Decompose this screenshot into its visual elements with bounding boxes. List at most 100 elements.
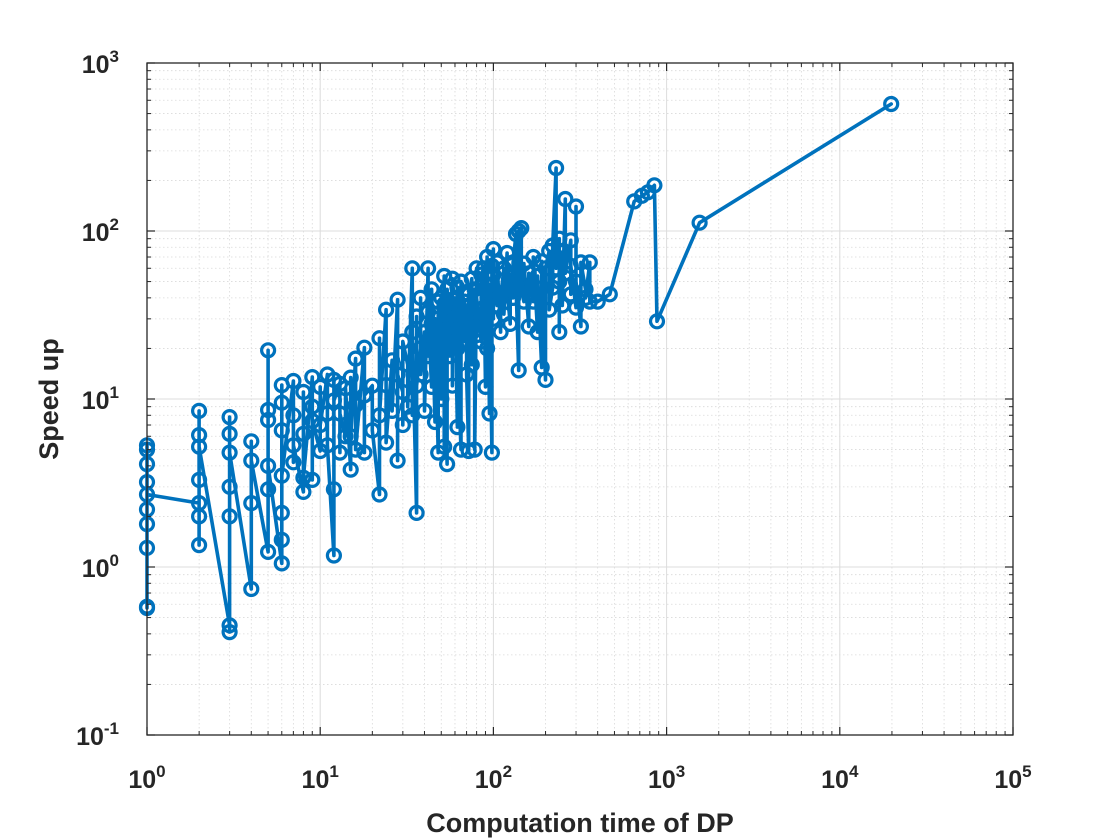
data-point-marker <box>243 433 260 450</box>
data-point-marker <box>444 299 461 316</box>
y-axis-label: Speed up <box>34 338 64 460</box>
data-point-marker <box>551 324 568 341</box>
data-point-marker <box>295 383 312 401</box>
x-tick-label: 101 <box>302 762 339 794</box>
data-point-marker <box>273 422 290 439</box>
data-point-marker <box>567 198 585 215</box>
data-point-marker <box>384 352 401 369</box>
data-point-marker <box>572 254 590 271</box>
data-point-marker <box>364 422 381 439</box>
data-point-marker <box>378 377 395 394</box>
data-point-marker <box>295 425 312 442</box>
data-point-marker <box>456 333 473 350</box>
data-point-marker <box>389 366 406 383</box>
data-point-marker <box>883 95 900 113</box>
data-point-marker <box>312 378 329 395</box>
data-point-marker <box>356 387 373 404</box>
data-point-marker <box>463 356 480 373</box>
data-point-marker <box>342 369 359 386</box>
data-point-marker <box>273 555 290 572</box>
data-point-marker <box>378 434 395 451</box>
series-line <box>145 102 894 634</box>
data-point-marker <box>191 508 208 525</box>
data-point-marker <box>312 416 329 434</box>
data-point-marker <box>537 260 554 277</box>
data-point-marker <box>260 401 277 419</box>
data-point-marker <box>273 504 290 522</box>
data-point-marker <box>221 444 238 461</box>
data-point-marker <box>221 409 238 426</box>
data-point-marker <box>557 190 574 208</box>
data-point-marker <box>285 372 302 390</box>
data-point-marker <box>439 456 456 473</box>
data-point-marker <box>342 428 359 445</box>
x-tick-label: 102 <box>475 762 512 794</box>
data-point-marker <box>356 444 373 461</box>
data-point-marker <box>221 425 238 442</box>
data-point-marker <box>273 394 290 411</box>
data-point-marker <box>260 543 277 561</box>
data-point-marker <box>567 299 585 316</box>
data-point-marker <box>648 313 666 330</box>
data-point-marker <box>547 159 565 177</box>
data-point-marker <box>394 383 411 401</box>
data-point-marker <box>191 536 208 554</box>
data-point-marker <box>423 281 440 298</box>
data-point-marker <box>347 350 364 367</box>
data-point-marker <box>191 438 208 455</box>
data-point-marker <box>515 293 533 310</box>
data-point-marker <box>191 402 208 419</box>
data-point-marker <box>408 504 425 522</box>
data-point-marker <box>342 461 359 478</box>
x-tick-label: 100 <box>128 762 165 794</box>
data-point-marker <box>525 248 542 266</box>
data-point-marker <box>510 362 527 379</box>
data-point-marker <box>502 315 519 332</box>
data-point-marker <box>444 377 461 394</box>
data-point-marker <box>394 333 411 350</box>
x-axis-label: Computation time of DP <box>426 808 733 838</box>
data-point-marker <box>430 356 447 373</box>
data-point-marker <box>420 260 437 277</box>
data-point-marker <box>691 214 708 231</box>
data-point-marker <box>601 286 618 303</box>
data-point-marker <box>416 402 433 419</box>
data-point-marker <box>477 378 494 395</box>
data-point-marker <box>356 339 373 356</box>
data-point-marker <box>260 411 277 429</box>
data-point-marker <box>243 495 260 512</box>
data-point-marker <box>285 437 302 454</box>
data-point-marker <box>420 348 437 365</box>
x-tick-label: 103 <box>648 762 685 794</box>
data-point-marker <box>436 438 453 455</box>
data-point-marker <box>285 454 302 471</box>
data-point-marker <box>404 260 421 277</box>
data-point-marker <box>260 481 277 498</box>
x-tick-label: 104 <box>821 762 859 794</box>
series-layer <box>138 95 900 641</box>
data-point-marker <box>325 392 342 409</box>
data-point-marker <box>537 371 554 388</box>
y-tick-label: 100 <box>82 551 119 583</box>
data-point-marker <box>221 623 238 641</box>
data-point-marker <box>510 222 527 240</box>
data-point-marker <box>567 273 585 290</box>
data-point-marker <box>378 301 395 318</box>
data-point-marker <box>479 340 496 357</box>
data-point-marker <box>331 405 348 422</box>
data-point-marker <box>492 324 509 341</box>
data-point-marker <box>295 469 312 486</box>
y-tick-label: 101 <box>82 383 119 415</box>
data-point-marker <box>243 580 260 598</box>
data-point-marker <box>433 390 450 408</box>
data-point-marker <box>589 293 606 310</box>
data-point-marker <box>423 378 440 395</box>
data-point-marker <box>646 177 663 194</box>
data-point-marker <box>384 402 401 419</box>
data-point-marker <box>581 254 598 271</box>
data-point-marker <box>572 318 590 335</box>
y-tick-label: 102 <box>82 215 119 247</box>
data-point-marker <box>529 324 546 341</box>
data-point-marker <box>260 457 277 474</box>
